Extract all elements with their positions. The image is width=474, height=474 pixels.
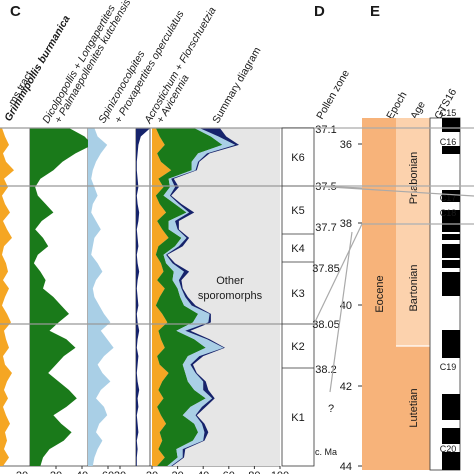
chron-label-c17: C17 bbox=[440, 193, 457, 203]
gts-tick-label: 38 bbox=[340, 218, 352, 230]
pollen-zone-labels: K6 K5 K4 K3 K2 K1 bbox=[282, 152, 314, 424]
polarity-normal bbox=[442, 452, 460, 470]
pollen-zone-header: Pollen zone bbox=[314, 68, 352, 122]
age-label-priabonian: Priabonian bbox=[408, 152, 420, 205]
summary-area-summ_green bbox=[155, 128, 223, 466]
age-label-lutetian: Lutetian bbox=[408, 388, 420, 427]
chron-label-c15: C15 bbox=[440, 108, 457, 118]
x-tick-label: 40 bbox=[76, 470, 88, 474]
zone-label-k5: K5 bbox=[291, 205, 304, 217]
age-bartonian bbox=[396, 224, 430, 346]
column-headers: ms tract Grimmipollis burmanica Dicolpop… bbox=[2, 0, 459, 126]
chron-label-c20: C20 bbox=[440, 444, 457, 454]
zone-age-label: 37.85 bbox=[312, 263, 340, 275]
zone-label-k2: K2 bbox=[291, 341, 304, 353]
summary-label-line1: Other bbox=[216, 275, 244, 287]
epoch-header: Epoch bbox=[384, 90, 409, 122]
gts-tick-label: 36 bbox=[340, 139, 352, 151]
zone-boundary-lines bbox=[0, 127, 314, 325]
summary-label-line2: sporomorphs bbox=[198, 290, 263, 302]
age-priabonian bbox=[396, 118, 430, 224]
x-tick-label: 20 bbox=[16, 470, 28, 474]
area-acro bbox=[136, 128, 151, 466]
x-tick-label: 100 bbox=[271, 470, 289, 474]
x-tick-label: 20 bbox=[114, 470, 126, 474]
polarity-normal bbox=[442, 428, 460, 444]
zone-label-k6: K6 bbox=[291, 152, 304, 164]
polarity-normal bbox=[442, 244, 460, 258]
chron-label-c19: C19 bbox=[440, 362, 457, 372]
column-header-summary: Summary diagram bbox=[210, 45, 263, 126]
polarity-normal bbox=[442, 272, 460, 296]
age-label-bartonian: Bartonian bbox=[408, 264, 420, 311]
x-axis-ticks: 20406020202040608010020 bbox=[16, 466, 289, 474]
chron-label-c16: C16 bbox=[440, 137, 457, 147]
summary-area-summ_orange bbox=[152, 128, 172, 466]
gts-tick-label: 44 bbox=[340, 461, 352, 473]
x-tick-label: 20 bbox=[50, 470, 62, 474]
polarity-normal bbox=[442, 210, 460, 232]
area-spin bbox=[88, 128, 114, 466]
chron-label-c18: C18 bbox=[440, 208, 457, 218]
question-mark: ? bbox=[328, 403, 334, 415]
x-tick-label: 20 bbox=[171, 470, 183, 474]
epoch-label: Eocene bbox=[374, 275, 386, 312]
zone-label-k4: K4 bbox=[291, 243, 304, 255]
polarity-normal bbox=[442, 146, 460, 154]
polarity-normal bbox=[442, 350, 460, 358]
zone-label-k3: K3 bbox=[291, 288, 304, 300]
panel-label-e: E bbox=[370, 3, 380, 20]
zone-age-label: 38.2 bbox=[315, 364, 336, 376]
epoch-column bbox=[362, 118, 396, 470]
x-tick-label: 20 bbox=[146, 470, 158, 474]
polarity-normal bbox=[442, 234, 460, 240]
area-dico bbox=[30, 128, 93, 466]
polarity-normal bbox=[442, 330, 460, 350]
zone-age-label: c. Ma bbox=[315, 447, 337, 457]
polarity-normal bbox=[442, 394, 460, 420]
x-tick-label: 80 bbox=[248, 470, 260, 474]
polarity-normal bbox=[442, 190, 460, 202]
zone-age-label: 37.1 bbox=[315, 124, 336, 136]
correlation-lines bbox=[313, 127, 474, 393]
pollen-areas bbox=[0, 128, 240, 466]
pollen-zone-column bbox=[281, 127, 315, 467]
polarity-bars bbox=[442, 118, 460, 470]
chron-labels: C15 C16 C17 C18 C19 C20 bbox=[440, 108, 457, 454]
polarity-normal bbox=[442, 260, 460, 268]
zone-label-k1: K1 bbox=[291, 412, 304, 424]
age-lutetian bbox=[396, 346, 430, 470]
panel-label-d: D bbox=[314, 3, 325, 20]
area-grim bbox=[0, 128, 14, 466]
polarity-normal bbox=[442, 118, 460, 126]
polarity-normal bbox=[442, 126, 460, 132]
zone-age-label: 38.05 bbox=[312, 319, 340, 331]
gts-tick-label: 42 bbox=[340, 381, 352, 393]
panel-label-c: C bbox=[10, 3, 21, 20]
x-tick-label: 60 bbox=[223, 470, 235, 474]
x-tick-label: 40 bbox=[197, 470, 209, 474]
x-tick-label: 60 bbox=[102, 470, 114, 474]
zone-age-label: 37.7 bbox=[315, 222, 336, 234]
